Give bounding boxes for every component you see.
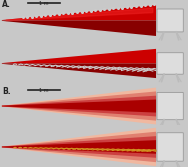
Polygon shape	[2, 21, 156, 36]
Text: B.: B.	[2, 87, 11, 96]
FancyBboxPatch shape	[157, 9, 183, 32]
Polygon shape	[2, 88, 156, 124]
Polygon shape	[2, 140, 156, 154]
Polygon shape	[2, 96, 156, 116]
Text: 1 m: 1 m	[39, 1, 49, 6]
Polygon shape	[2, 49, 156, 63]
FancyBboxPatch shape	[157, 92, 183, 120]
FancyBboxPatch shape	[157, 133, 183, 161]
Text: A.: A.	[2, 0, 11, 9]
Polygon shape	[2, 132, 156, 162]
Polygon shape	[2, 100, 156, 113]
Polygon shape	[2, 136, 156, 158]
Text: 1 m: 1 m	[39, 88, 49, 93]
FancyBboxPatch shape	[157, 53, 183, 74]
Polygon shape	[2, 63, 156, 78]
Polygon shape	[2, 5, 156, 21]
Polygon shape	[2, 128, 156, 166]
Polygon shape	[2, 92, 156, 121]
